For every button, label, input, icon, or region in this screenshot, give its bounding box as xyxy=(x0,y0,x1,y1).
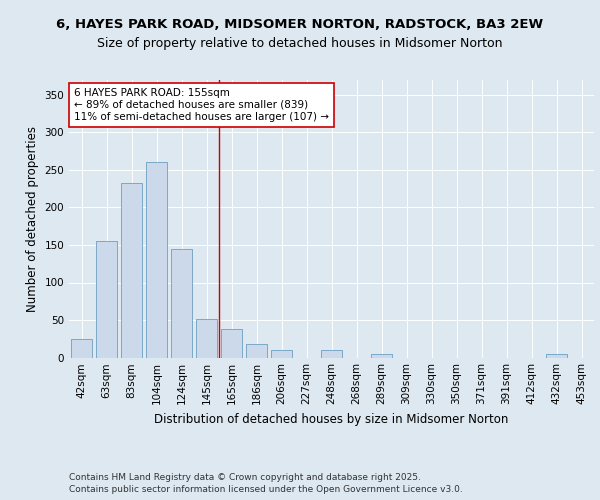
Bar xyxy=(96,242,117,358)
Bar xyxy=(196,318,217,358)
Text: 6 HAYES PARK ROAD: 155sqm
← 89% of detached houses are smaller (839)
11% of semi: 6 HAYES PARK ROAD: 155sqm ← 89% of detac… xyxy=(74,88,329,122)
Bar xyxy=(71,339,92,357)
X-axis label: Distribution of detached houses by size in Midsomer Norton: Distribution of detached houses by size … xyxy=(154,413,509,426)
Bar xyxy=(246,344,267,358)
Bar xyxy=(271,350,292,358)
Bar xyxy=(546,354,567,358)
Bar xyxy=(146,162,167,358)
Text: Contains HM Land Registry data © Crown copyright and database right 2025.: Contains HM Land Registry data © Crown c… xyxy=(69,472,421,482)
Bar xyxy=(371,354,392,358)
Bar xyxy=(121,182,142,358)
Y-axis label: Number of detached properties: Number of detached properties xyxy=(26,126,39,312)
Bar xyxy=(321,350,342,358)
Text: Size of property relative to detached houses in Midsomer Norton: Size of property relative to detached ho… xyxy=(97,38,503,51)
Bar xyxy=(171,248,192,358)
Bar xyxy=(221,329,242,358)
Text: Contains public sector information licensed under the Open Government Licence v3: Contains public sector information licen… xyxy=(69,485,463,494)
Text: 6, HAYES PARK ROAD, MIDSOMER NORTON, RADSTOCK, BA3 2EW: 6, HAYES PARK ROAD, MIDSOMER NORTON, RAD… xyxy=(56,18,544,30)
